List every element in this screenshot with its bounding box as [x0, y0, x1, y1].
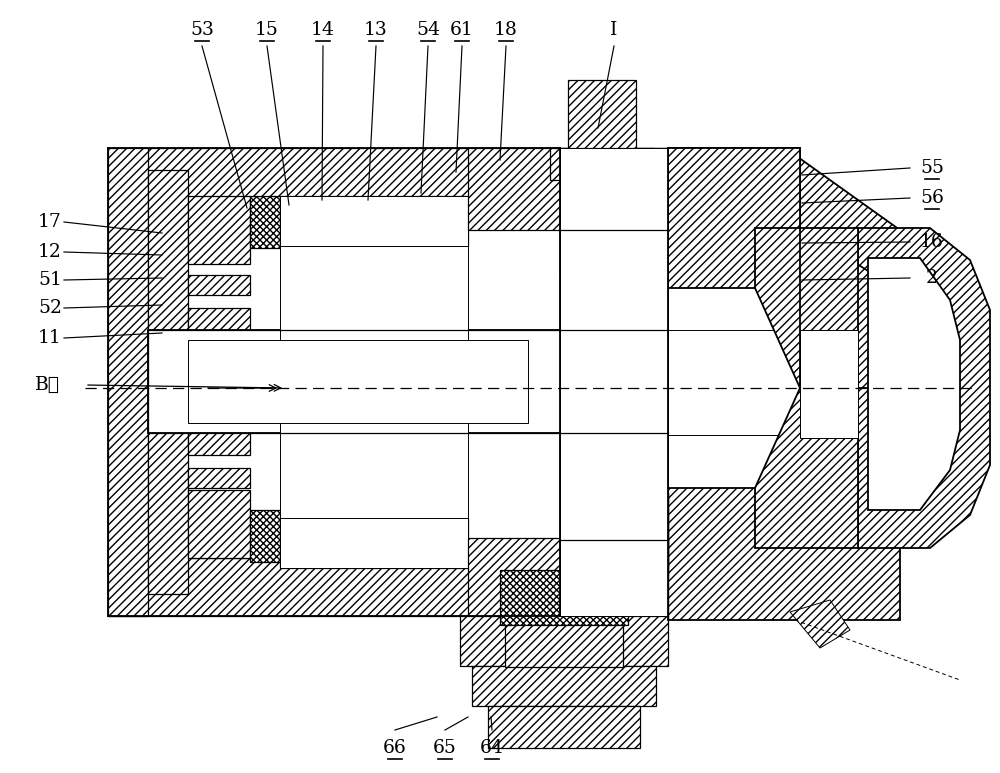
- Text: 15: 15: [255, 21, 279, 39]
- Polygon shape: [868, 258, 960, 510]
- Polygon shape: [460, 616, 668, 666]
- Polygon shape: [108, 148, 148, 616]
- Text: 55: 55: [920, 159, 944, 177]
- Text: 53: 53: [190, 21, 214, 39]
- Polygon shape: [148, 170, 188, 594]
- Polygon shape: [108, 558, 560, 616]
- Text: 52: 52: [38, 299, 62, 317]
- Polygon shape: [790, 600, 850, 648]
- Polygon shape: [280, 196, 468, 246]
- Polygon shape: [560, 280, 668, 325]
- Text: 16: 16: [920, 233, 944, 251]
- Polygon shape: [280, 518, 468, 568]
- Text: 18: 18: [494, 21, 518, 39]
- Text: B轴: B轴: [35, 376, 60, 394]
- Text: 2: 2: [926, 269, 938, 287]
- Polygon shape: [668, 148, 800, 330]
- Polygon shape: [280, 518, 468, 568]
- Polygon shape: [468, 148, 668, 230]
- Polygon shape: [468, 538, 668, 620]
- Text: 66: 66: [383, 739, 407, 757]
- Polygon shape: [568, 80, 636, 170]
- Polygon shape: [668, 330, 900, 435]
- Polygon shape: [560, 148, 668, 616]
- Polygon shape: [250, 510, 280, 562]
- Text: 51: 51: [38, 271, 62, 289]
- Text: 65: 65: [433, 739, 457, 757]
- Polygon shape: [590, 493, 668, 567]
- Text: 56: 56: [920, 189, 944, 207]
- Polygon shape: [755, 388, 858, 548]
- Text: 14: 14: [311, 21, 335, 39]
- Polygon shape: [668, 435, 900, 620]
- Polygon shape: [280, 246, 468, 518]
- Polygon shape: [578, 166, 626, 208]
- Polygon shape: [668, 155, 900, 330]
- Polygon shape: [560, 438, 668, 483]
- Polygon shape: [550, 148, 654, 180]
- Polygon shape: [488, 706, 640, 748]
- Polygon shape: [188, 196, 250, 264]
- Polygon shape: [858, 228, 990, 548]
- Text: 64: 64: [480, 739, 504, 757]
- Polygon shape: [560, 148, 668, 616]
- Text: 54: 54: [416, 21, 440, 39]
- Polygon shape: [590, 196, 668, 270]
- Polygon shape: [800, 330, 858, 438]
- Polygon shape: [505, 625, 623, 667]
- Polygon shape: [800, 228, 858, 388]
- Polygon shape: [560, 493, 668, 575]
- Polygon shape: [280, 196, 468, 246]
- Text: 17: 17: [38, 213, 62, 231]
- Polygon shape: [108, 148, 560, 206]
- Polygon shape: [188, 340, 528, 423]
- Polygon shape: [188, 403, 250, 455]
- Polygon shape: [472, 666, 656, 706]
- Text: 12: 12: [38, 243, 62, 261]
- Polygon shape: [148, 330, 590, 433]
- Text: 13: 13: [364, 21, 388, 39]
- Polygon shape: [188, 275, 250, 295]
- Polygon shape: [188, 490, 250, 558]
- Polygon shape: [250, 196, 280, 248]
- Polygon shape: [668, 288, 800, 488]
- Polygon shape: [188, 468, 250, 488]
- Polygon shape: [560, 188, 668, 270]
- Polygon shape: [668, 148, 800, 280]
- Text: 11: 11: [38, 329, 62, 347]
- Polygon shape: [188, 308, 250, 360]
- Text: 61: 61: [450, 21, 474, 39]
- Text: I: I: [610, 21, 618, 39]
- Polygon shape: [755, 228, 930, 388]
- Polygon shape: [500, 570, 628, 625]
